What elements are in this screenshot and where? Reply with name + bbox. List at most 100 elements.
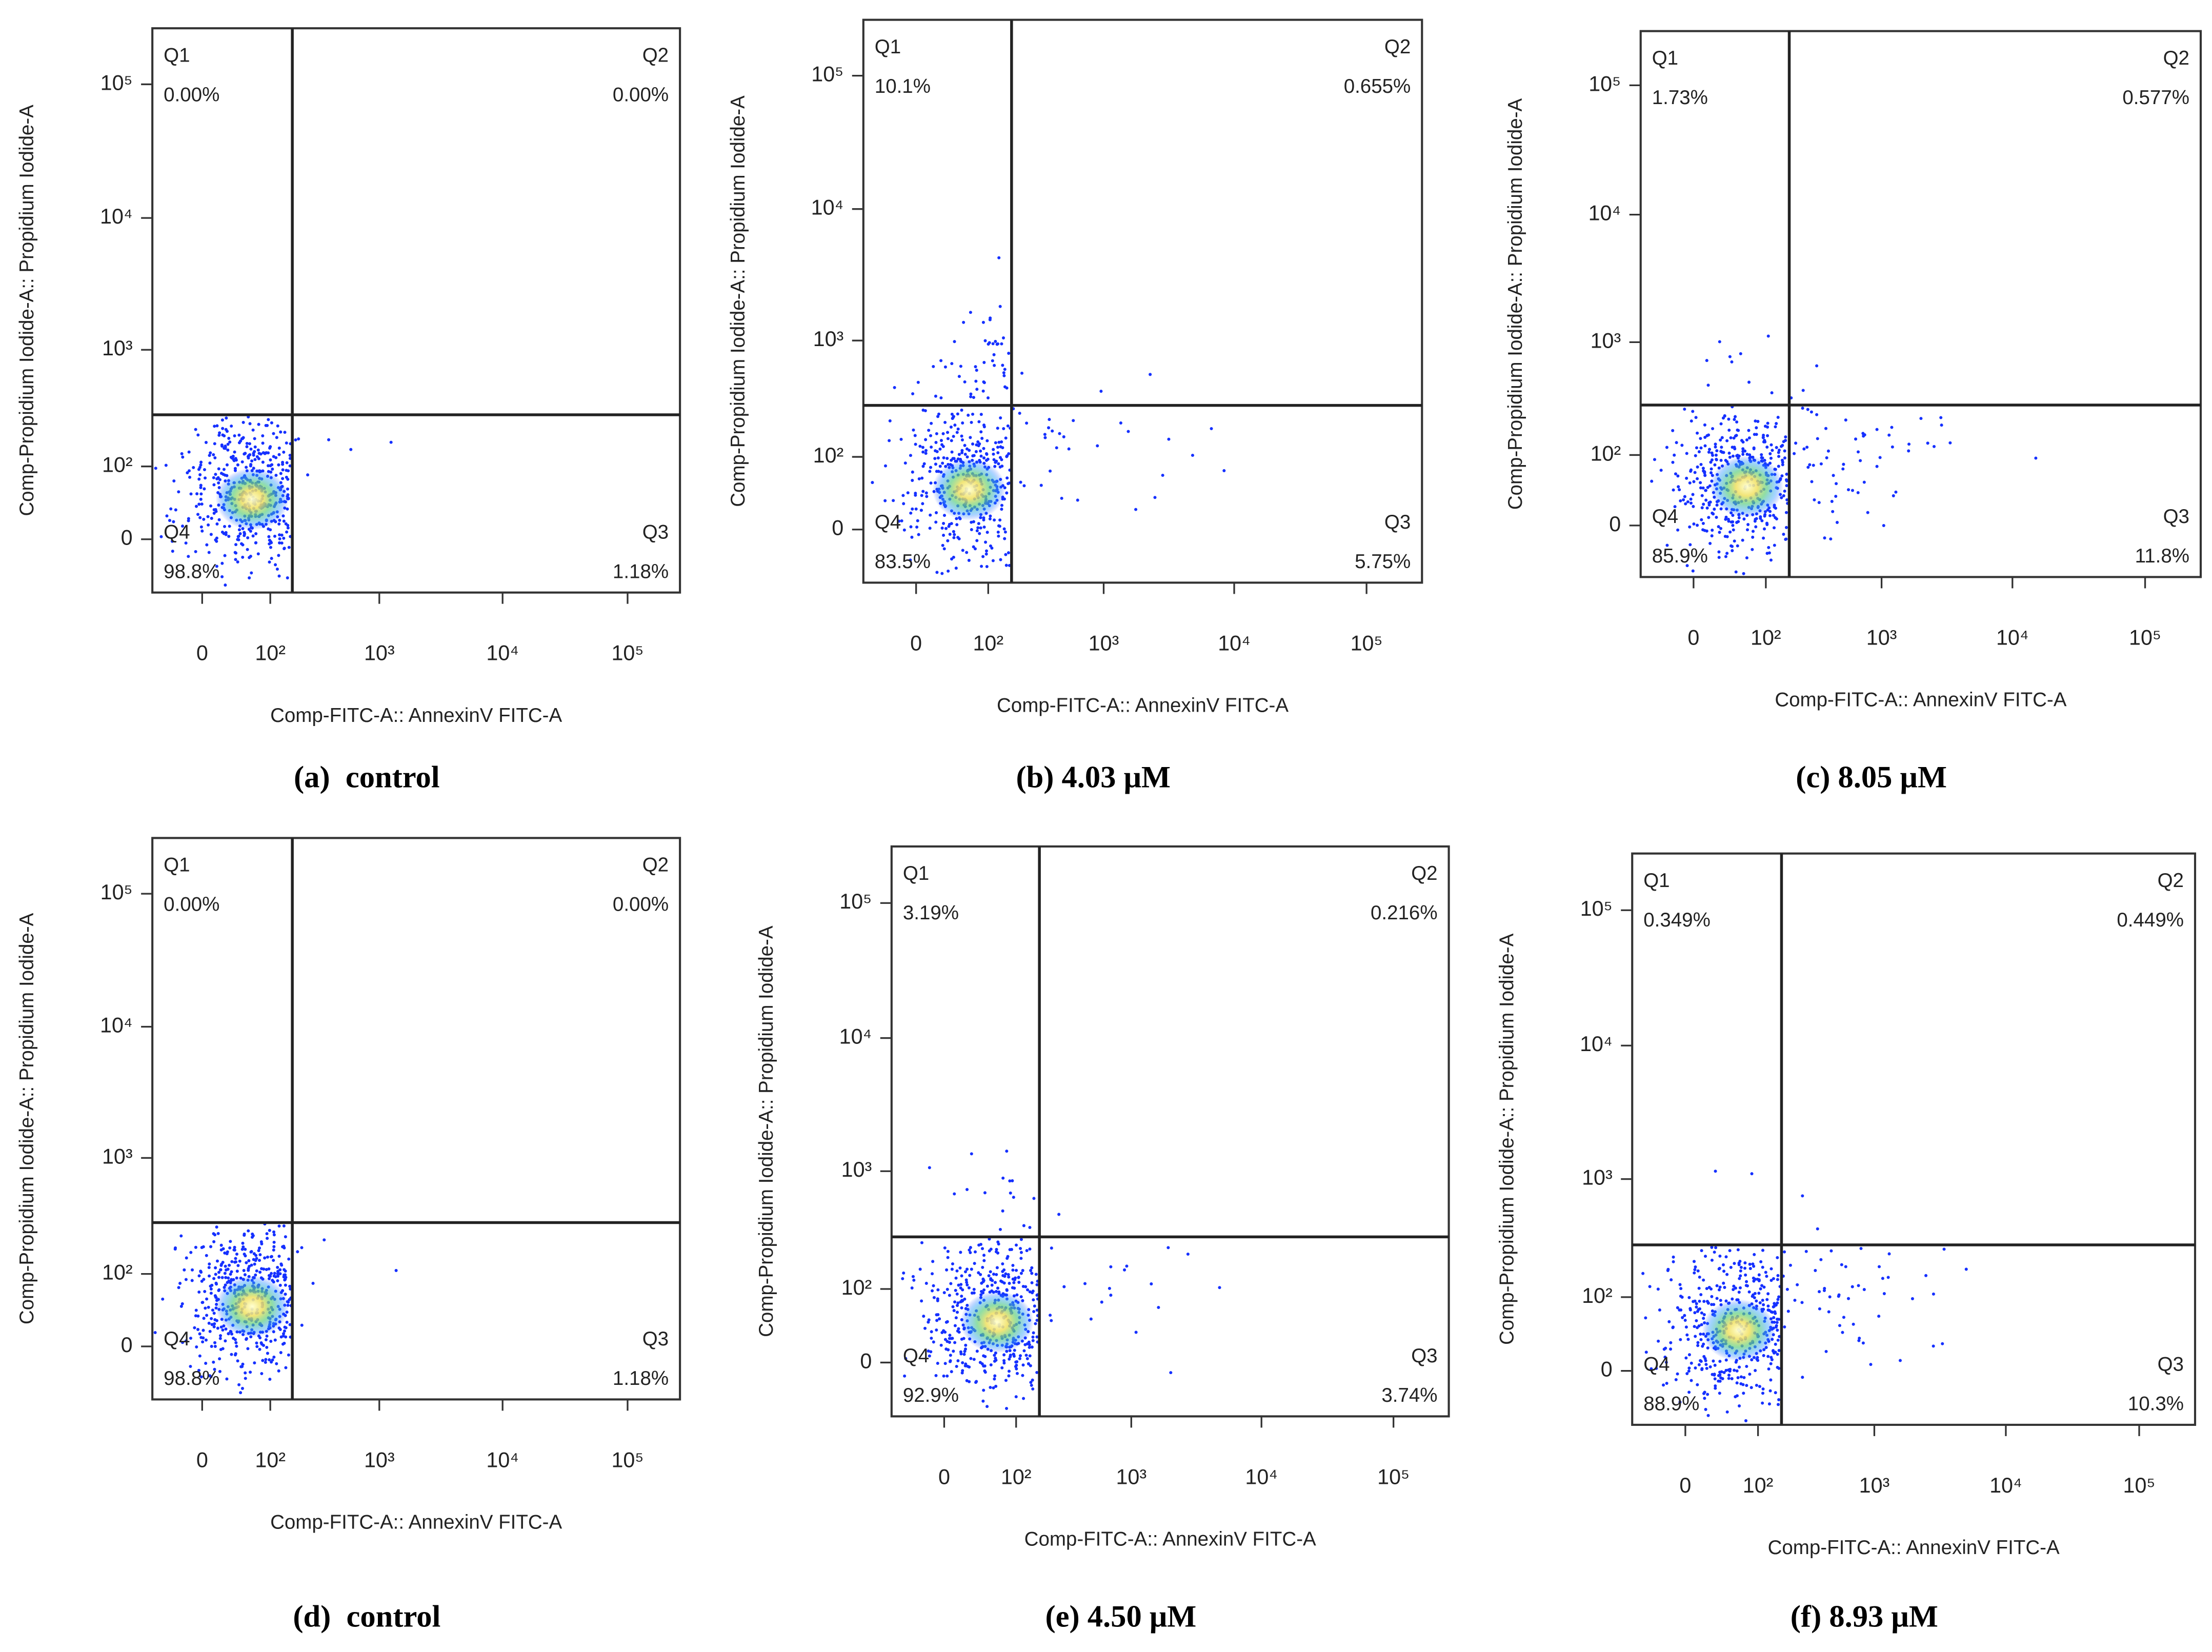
- event-dot: [1725, 439, 1729, 442]
- event-dot: [1690, 419, 1693, 423]
- event-dot: [1747, 429, 1751, 432]
- event-dot: [979, 1243, 982, 1246]
- event-dot: [215, 424, 219, 428]
- event-dot: [1705, 1366, 1708, 1370]
- event-dot: [1751, 1262, 1755, 1266]
- x-tick-label: 10⁴: [1996, 626, 2029, 649]
- x-tick-label: 0: [938, 1465, 950, 1488]
- event-dot: [234, 1341, 238, 1344]
- event-dot: [228, 440, 232, 444]
- event-dot: [1672, 1255, 1675, 1259]
- event-dot: [1734, 570, 1738, 574]
- event-dot: [1707, 448, 1712, 451]
- event-dot: [1714, 442, 1717, 446]
- event-dot: [1721, 1263, 1725, 1266]
- event-dot: [998, 456, 1002, 459]
- event-dot: [1688, 481, 1692, 485]
- event-dot: [236, 463, 239, 467]
- event-dot: [922, 1315, 926, 1318]
- quadrant-name: Q3: [1384, 511, 1411, 533]
- quadrant-percent: 98.8%: [164, 560, 219, 582]
- quadrant-percent: 3.19%: [903, 902, 959, 924]
- event-dot: [1658, 1308, 1661, 1312]
- event-dot: [1741, 450, 1745, 453]
- event-dot: [1031, 1335, 1035, 1339]
- event-dot: [983, 1364, 987, 1368]
- event-dot: [1765, 1275, 1768, 1278]
- event-dot: [261, 441, 265, 445]
- event-dot: [198, 1332, 202, 1336]
- event-dot: [258, 1347, 262, 1351]
- event-dot: [1022, 1224, 1025, 1227]
- event-dot: [262, 1343, 265, 1347]
- event-dot: [1708, 541, 1712, 545]
- event-dot: [285, 530, 289, 534]
- event-dot: [936, 456, 940, 460]
- event-dot: [256, 552, 260, 556]
- event-dot: [950, 1370, 953, 1374]
- event-dot: [269, 458, 272, 462]
- x-tick-label: 10⁵: [1351, 631, 1383, 655]
- event-dot: [1002, 374, 1006, 377]
- event-dot: [1711, 427, 1715, 430]
- event-dot: [1756, 419, 1760, 423]
- event-dot: [1719, 450, 1723, 453]
- event-dot: [1731, 523, 1735, 527]
- event-dot: [284, 1283, 287, 1287]
- event-dot: [1784, 478, 1788, 481]
- x-tick-label: 10⁴: [1245, 1465, 1278, 1488]
- event-dot: [1739, 1274, 1742, 1278]
- event-dot: [1766, 1292, 1770, 1296]
- x-tick-label: 10⁵: [2129, 626, 2161, 649]
- event-dot: [1014, 1268, 1018, 1272]
- event-dot: [1796, 1283, 1799, 1286]
- event-dot: [1768, 1389, 1772, 1393]
- event-dot: [1050, 1246, 1053, 1250]
- event-dot: [287, 1257, 291, 1261]
- event-dot: [287, 546, 291, 549]
- event-dot: [218, 1357, 222, 1361]
- event-dot: [259, 1240, 263, 1244]
- event-dot: [1675, 441, 1678, 445]
- event-dot: [966, 455, 969, 459]
- event-dot: [257, 452, 261, 455]
- event-dot: [258, 1271, 262, 1274]
- event-dot: [997, 1242, 1000, 1246]
- quadrant-name: Q4: [164, 1328, 190, 1350]
- event-dot: [1737, 1261, 1741, 1265]
- event-dot: [234, 543, 238, 547]
- event-dot: [1841, 467, 1845, 471]
- event-dot: [220, 445, 224, 448]
- event-dot: [1736, 428, 1739, 432]
- event-dots: [1057, 1213, 1061, 1216]
- event-dot: [1784, 511, 1788, 514]
- event-dot: [947, 569, 950, 573]
- event-dot: [1730, 360, 1734, 364]
- event-dot: [236, 535, 240, 538]
- event-dot: [165, 514, 169, 518]
- event-dot: [911, 392, 915, 396]
- event-dot: [1932, 1292, 1935, 1296]
- event-dot: [1753, 433, 1756, 436]
- event-dot: [209, 1375, 213, 1379]
- y-tick-label: 10²: [1591, 441, 1621, 465]
- event-dot: [1687, 1353, 1691, 1357]
- event-dot: [943, 420, 947, 424]
- event-dot: [934, 1374, 938, 1377]
- event-dot: [1676, 1372, 1679, 1376]
- x-tick-label: 10³: [1089, 631, 1119, 655]
- event-dot: [1696, 1341, 1700, 1344]
- event-dot: [1696, 431, 1699, 435]
- event-dot: [1835, 482, 1838, 486]
- event-dot: [933, 457, 937, 460]
- event-dot: [934, 449, 937, 453]
- event-dot: [153, 1331, 157, 1335]
- event-dot: [1773, 543, 1776, 547]
- event-dot: [982, 1254, 986, 1257]
- event-dot: [989, 1270, 992, 1274]
- event-dot: [1725, 535, 1729, 538]
- event-dot: [1701, 528, 1705, 532]
- event-dot: [1765, 523, 1769, 527]
- event-dot: [1862, 480, 1866, 484]
- event-dot: [1696, 1344, 1700, 1347]
